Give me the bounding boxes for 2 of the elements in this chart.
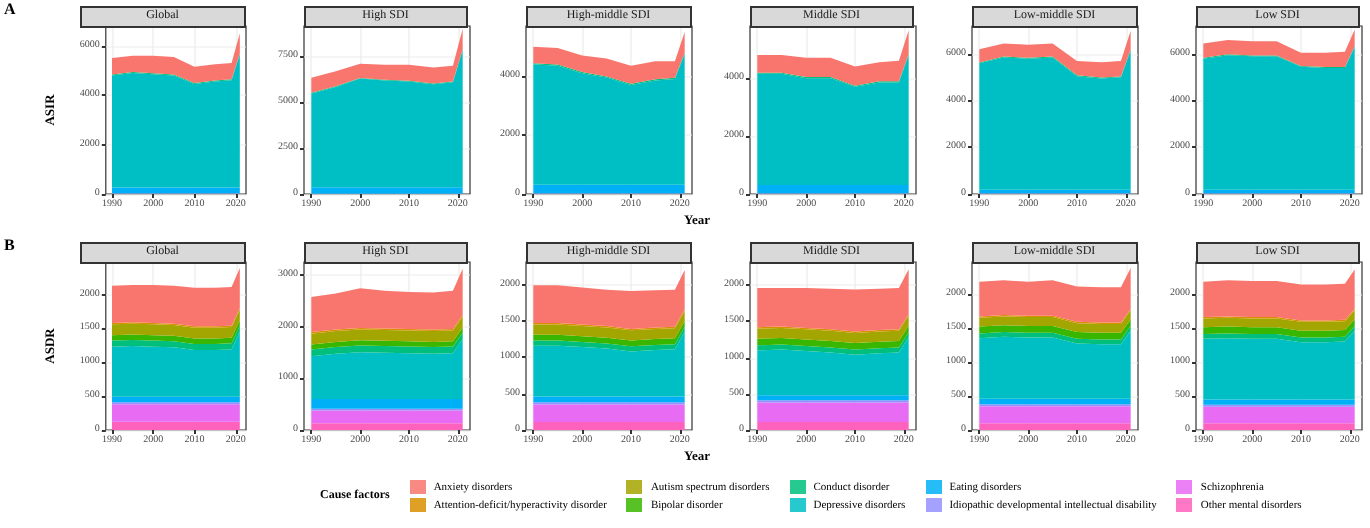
text: A <box>4 0 16 18</box>
text: B <box>4 236 15 254</box>
